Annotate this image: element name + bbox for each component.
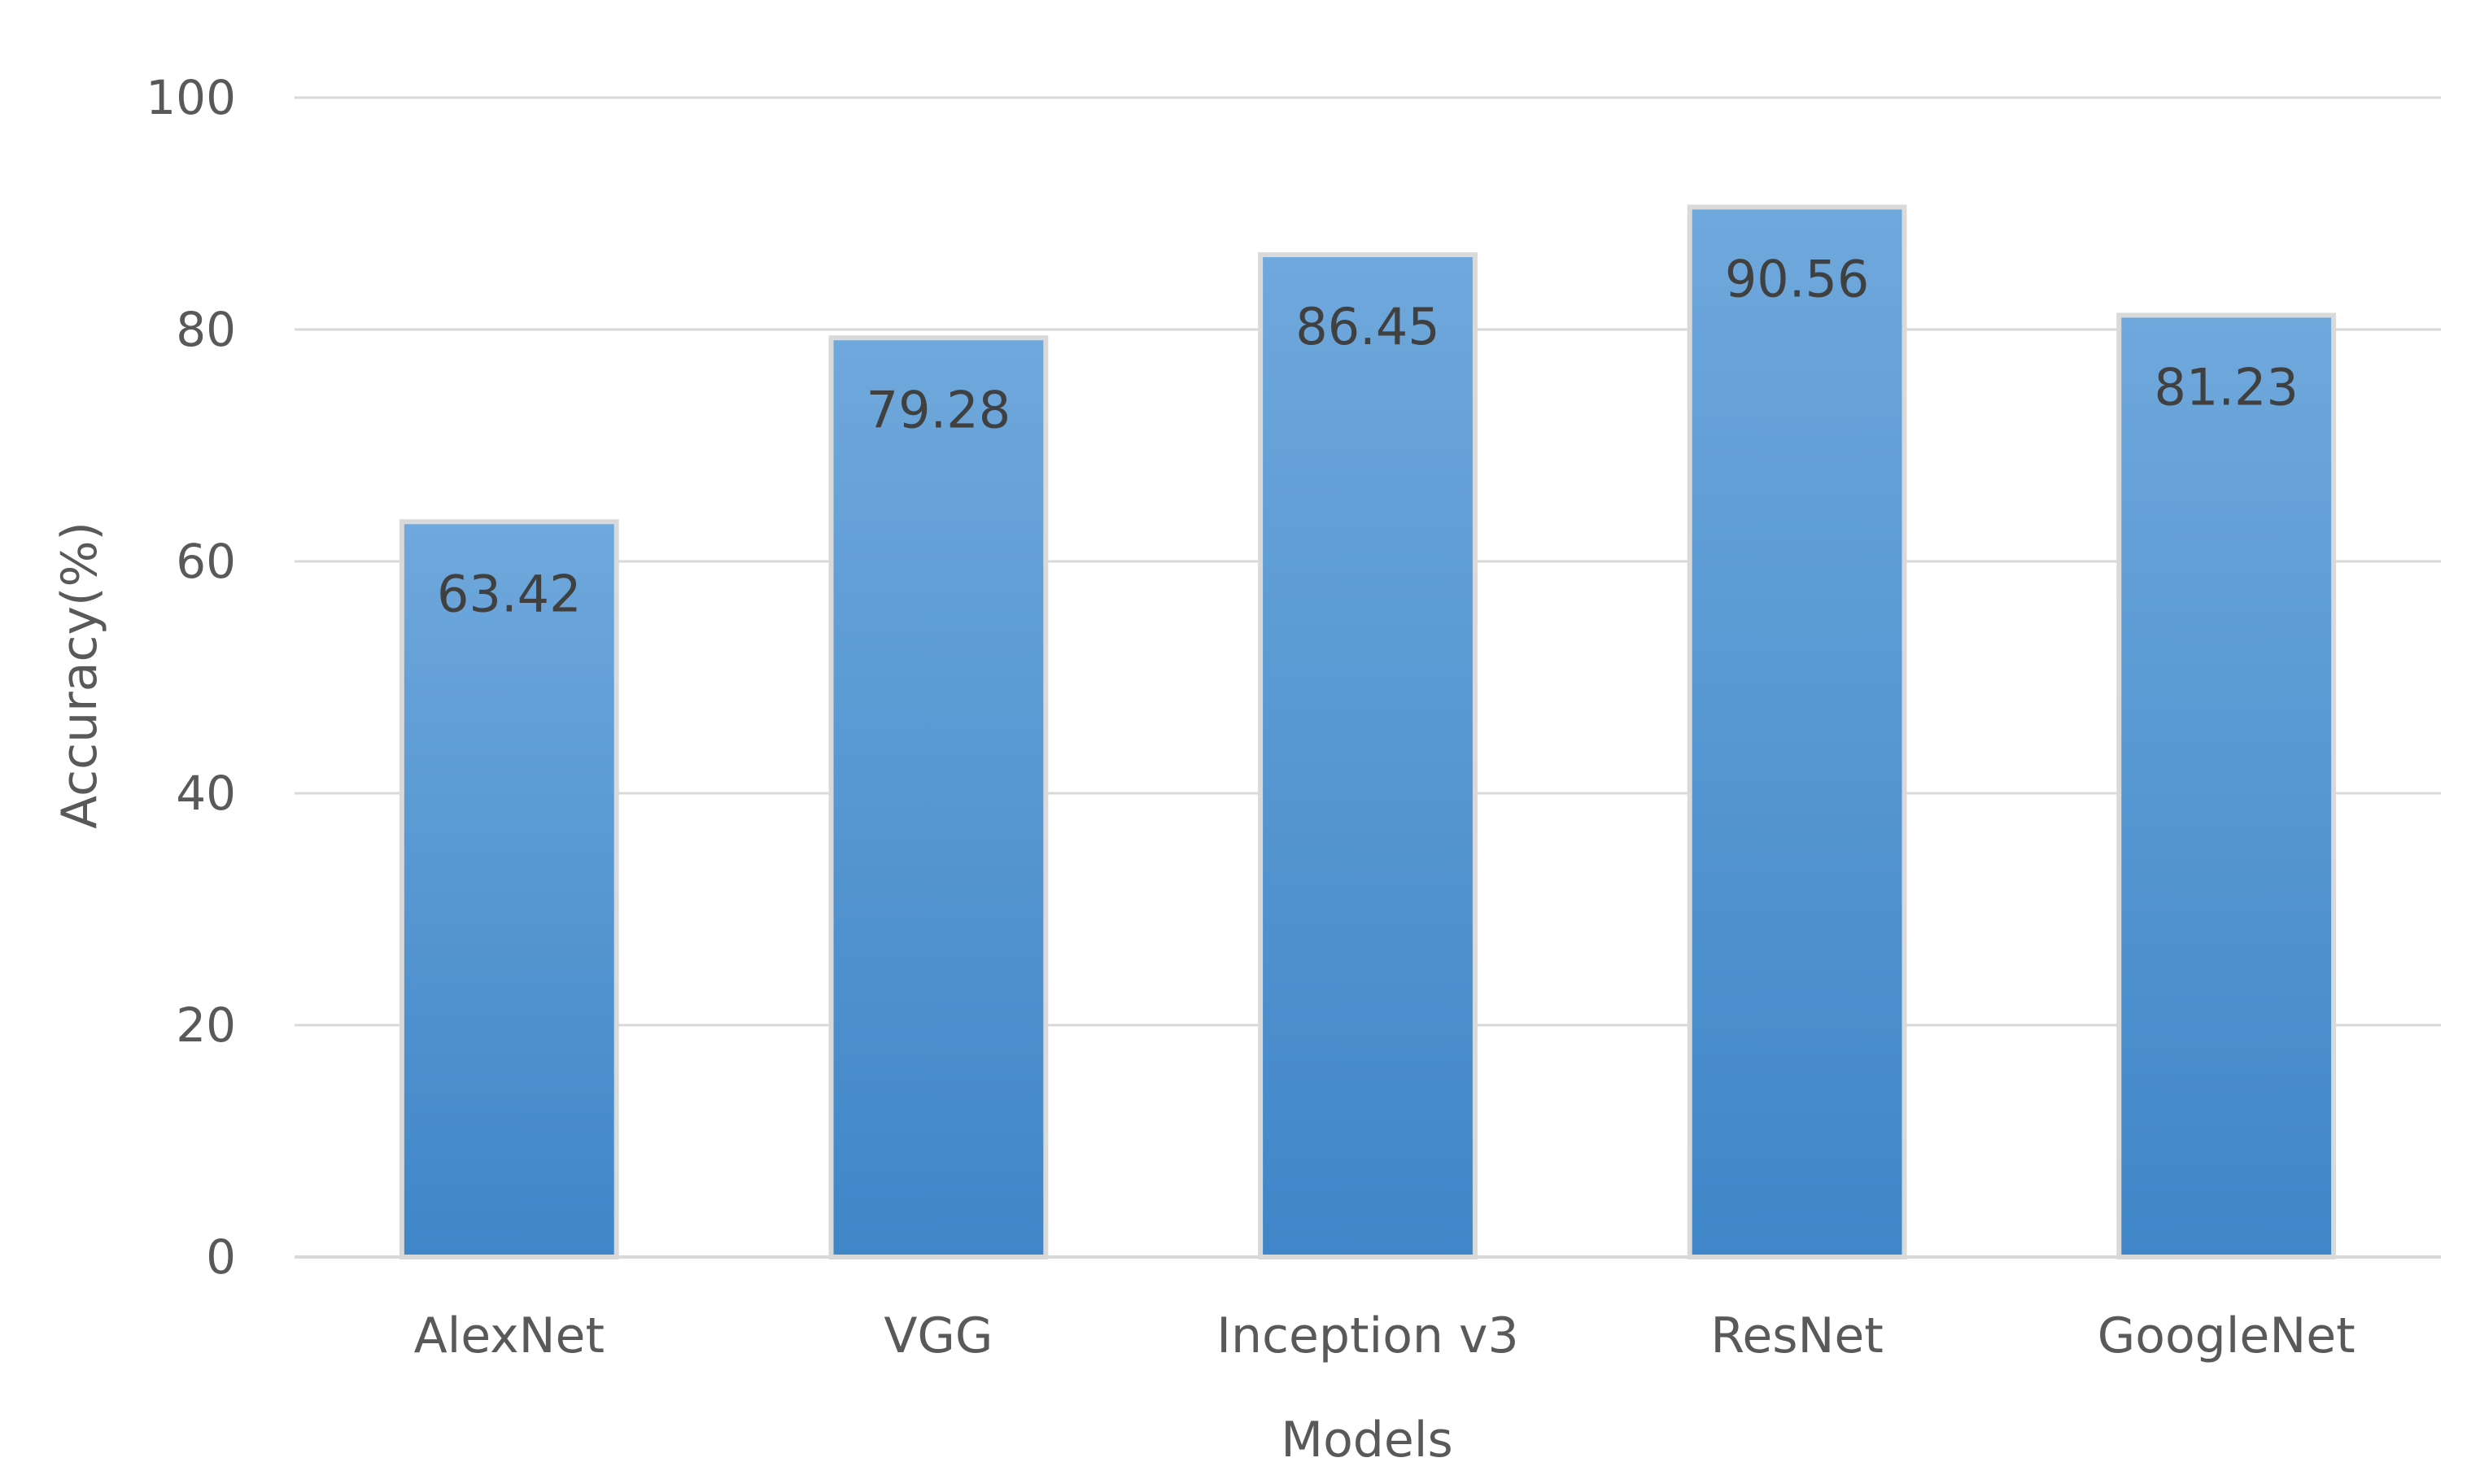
x-category-label: ResNet — [1710, 1307, 1884, 1364]
x-category-label: Inception v3 — [1216, 1307, 1518, 1364]
bars — [399, 204, 2337, 1259]
x-category-label: GoogleNet — [2098, 1307, 2356, 1364]
x-category-label: AlexNet — [414, 1307, 605, 1364]
data-label: 79.28 — [867, 380, 1011, 439]
bar-inception-v3 — [1258, 252, 1478, 1259]
bar-resnet — [1687, 204, 1907, 1259]
bar-vgg — [828, 335, 1049, 1259]
y-axis-title: Accuracy(%) — [51, 522, 108, 829]
y-tick-label: 20 — [176, 997, 236, 1053]
x-axis-categories: AlexNet VGG Inception v3 ResNet GoogleNet — [414, 1307, 2356, 1364]
y-axis-ticks: 0 20 40 60 80 100 — [146, 70, 236, 1285]
y-tick-label: 80 — [176, 302, 236, 357]
bar-alexnet — [399, 519, 619, 1259]
data-label: 63.42 — [437, 564, 582, 623]
y-tick-label: 0 — [206, 1229, 236, 1285]
data-labels: 63.42 79.28 86.45 90.56 81.23 — [437, 250, 2299, 624]
y-tick-label: 40 — [176, 766, 236, 821]
data-label: 81.23 — [2154, 357, 2299, 417]
x-category-label: VGG — [884, 1307, 993, 1364]
data-label: 86.45 — [1295, 297, 1440, 356]
x-axis-title: Models — [1281, 1412, 1452, 1469]
y-tick-label: 100 — [146, 70, 236, 125]
y-tick-label: 60 — [176, 534, 236, 589]
data-label: 90.56 — [1725, 250, 1870, 309]
bar-googlenet — [2116, 312, 2337, 1259]
